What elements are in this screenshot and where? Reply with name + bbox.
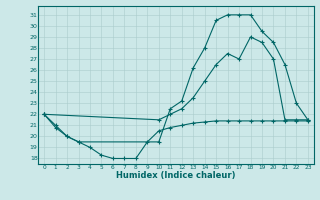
X-axis label: Humidex (Indice chaleur): Humidex (Indice chaleur) xyxy=(116,171,236,180)
